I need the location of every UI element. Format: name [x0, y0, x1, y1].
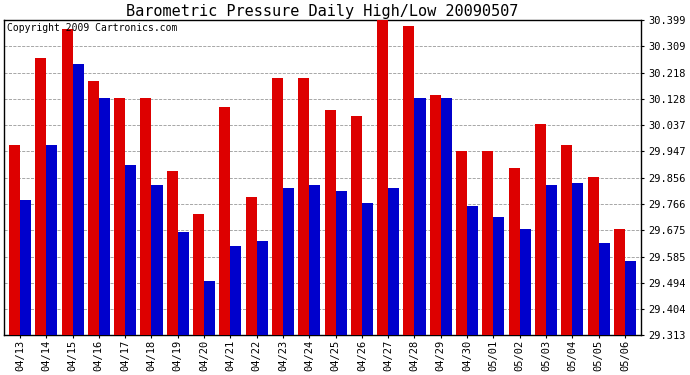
Bar — [377, 11, 388, 335]
Bar — [482, 151, 493, 335]
Bar — [246, 197, 257, 335]
Bar — [125, 165, 136, 335]
Bar — [178, 232, 189, 335]
Bar — [61, 29, 72, 335]
Bar — [614, 229, 625, 335]
Bar — [46, 145, 57, 335]
Bar — [283, 188, 294, 335]
Bar — [272, 78, 283, 335]
Bar — [193, 214, 204, 335]
Bar — [257, 240, 268, 335]
Bar — [404, 26, 415, 335]
Bar — [388, 188, 400, 335]
Bar — [493, 217, 504, 335]
Bar — [88, 81, 99, 335]
Bar — [324, 110, 335, 335]
Bar — [430, 96, 441, 335]
Bar — [152, 185, 163, 335]
Bar — [625, 261, 636, 335]
Bar — [204, 281, 215, 335]
Bar — [546, 185, 557, 335]
Bar — [535, 124, 546, 335]
Bar — [72, 64, 83, 335]
Bar — [362, 203, 373, 335]
Bar — [572, 183, 583, 335]
Bar — [141, 98, 152, 335]
Bar — [561, 145, 572, 335]
Bar — [309, 185, 320, 335]
Bar — [456, 151, 467, 335]
Bar — [20, 200, 31, 335]
Bar — [520, 229, 531, 335]
Bar — [298, 78, 309, 335]
Bar — [509, 168, 520, 335]
Bar — [219, 107, 230, 335]
Bar — [441, 98, 452, 335]
Bar — [114, 98, 125, 335]
Bar — [35, 58, 46, 335]
Bar — [467, 206, 478, 335]
Bar — [99, 98, 110, 335]
Bar — [335, 191, 346, 335]
Title: Barometric Pressure Daily High/Low 20090507: Barometric Pressure Daily High/Low 20090… — [126, 4, 519, 19]
Bar — [167, 171, 178, 335]
Bar — [230, 246, 241, 335]
Bar — [599, 243, 610, 335]
Bar — [9, 145, 20, 335]
Bar — [588, 177, 599, 335]
Bar — [415, 98, 426, 335]
Bar — [351, 116, 362, 335]
Text: Copyright 2009 Cartronics.com: Copyright 2009 Cartronics.com — [8, 24, 178, 33]
